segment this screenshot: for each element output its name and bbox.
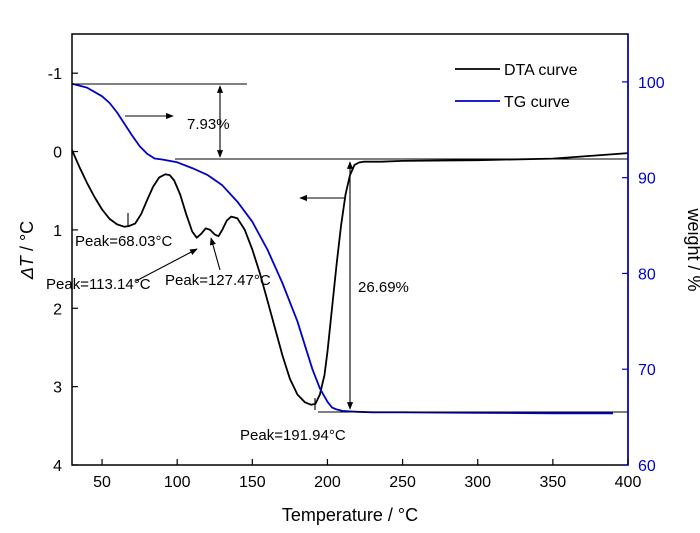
- annotation-weight-loss-2: 26.69%: [358, 279, 409, 296]
- legend: DTA curve TG curve: [455, 62, 578, 111]
- x-tick-label: 200: [314, 474, 341, 491]
- y-left-axis-title: ΔT / °C: [17, 221, 37, 280]
- legend-label-tg: TG curve: [504, 94, 570, 111]
- x-tick-label: 300: [464, 474, 491, 491]
- annotations: Peak=68.03°C Peak=113.14°C Peak=127.47°C…: [46, 116, 409, 444]
- peak-127-arrow: [209, 237, 221, 271]
- y-left-tick-label: 3: [53, 380, 62, 397]
- y-right-axis-title: weight / %: [684, 207, 700, 291]
- y-left-axis-title-unit: / °C: [17, 221, 37, 256]
- annotation-peak-68: Peak=68.03°C: [75, 233, 172, 250]
- y-left-tick-label: 0: [53, 145, 62, 162]
- annotation-peak-127: Peak=127.47°C: [165, 272, 271, 289]
- y-right-tick-label: 100: [638, 75, 665, 92]
- x-tick-label: 250: [389, 474, 416, 491]
- annotation-peak-191: Peak=191.94°C: [240, 427, 346, 444]
- y-left-tick-label: -1: [48, 66, 62, 83]
- y-left-tick-label: 2: [53, 301, 62, 318]
- y-right-tick-label: 80: [638, 266, 656, 283]
- annotation-weight-loss-1: 7.93%: [187, 116, 230, 133]
- y-left-tick-label: 4: [53, 458, 62, 475]
- annotation-peak-113: Peak=113.14°C: [46, 276, 151, 293]
- x-tick-label: 350: [540, 474, 567, 491]
- y-right-tick-label: 90: [638, 171, 656, 188]
- y-left-tick-label: 1: [53, 223, 62, 240]
- x-tick-label: 400: [615, 474, 642, 491]
- y-right-tick-label: 60: [638, 458, 656, 475]
- reference-lines: [72, 83, 628, 413]
- peak-113-arrow: [135, 248, 198, 282]
- y-left-axis-title-main: ΔT: [17, 254, 37, 280]
- x-tick-label: 100: [164, 474, 191, 491]
- legend-label-dta: DTA curve: [504, 62, 578, 79]
- x-tick-label: 150: [239, 474, 266, 491]
- x-axis-title: Temperature / °C: [282, 505, 418, 525]
- y-right-tick-label: 70: [638, 362, 656, 379]
- x-tick-label: 50: [93, 474, 111, 491]
